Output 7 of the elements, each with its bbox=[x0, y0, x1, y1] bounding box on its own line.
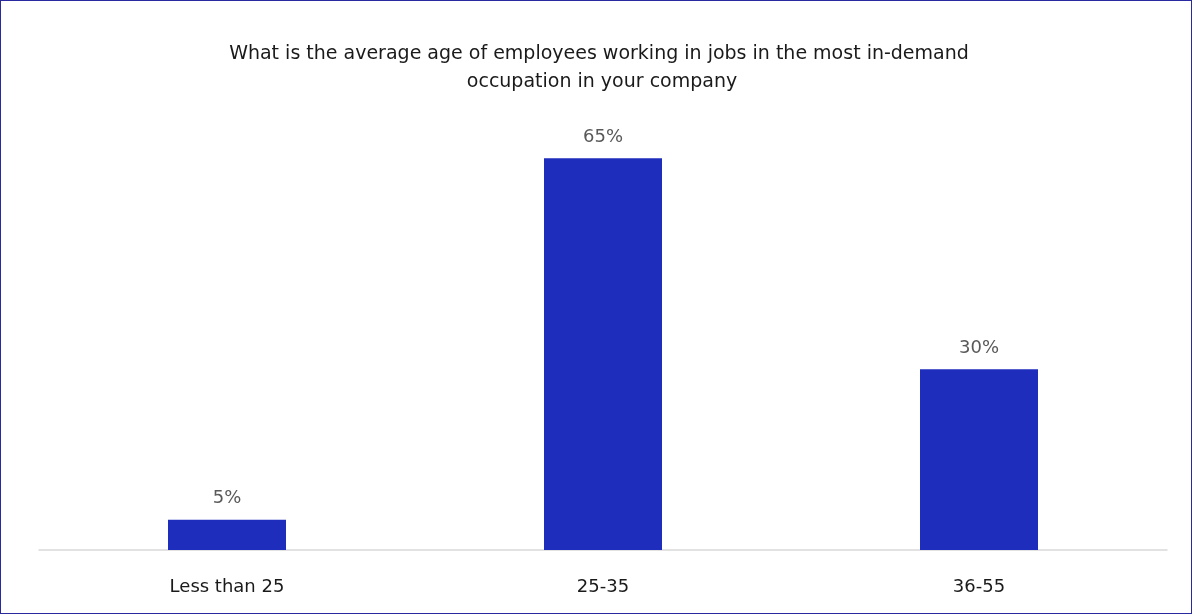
x-tick-label: 36-55 bbox=[952, 574, 1006, 596]
data-label: 5% bbox=[212, 486, 242, 508]
x-tick-label: 25-35 bbox=[576, 574, 630, 596]
data-label: 65% bbox=[582, 124, 624, 146]
data-label: 30% bbox=[958, 335, 1000, 357]
chart-title: What is the average age of employees working in jobs in the most in-demand occupation in your company bbox=[229, 41, 975, 91]
x-tick-label: Less than 25 bbox=[169, 574, 285, 596]
